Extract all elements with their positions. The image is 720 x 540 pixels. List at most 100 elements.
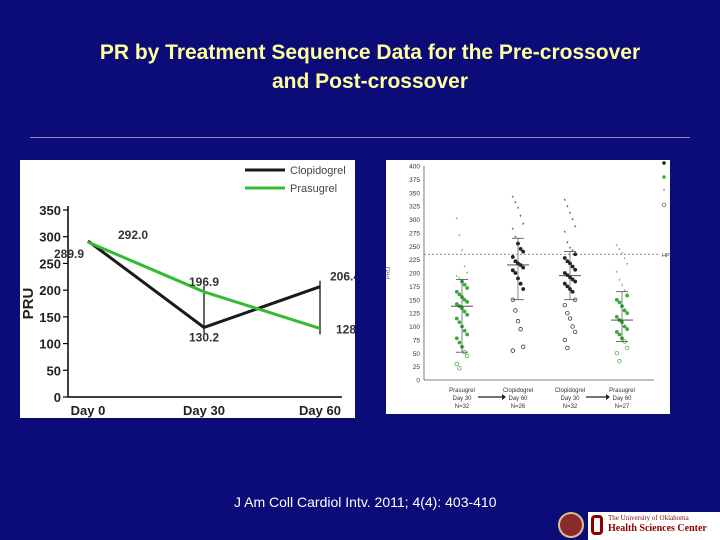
group-label: Clopidogrel [503, 388, 533, 394]
data-point [454, 316, 459, 321]
upper-quartile-point: * [626, 263, 629, 269]
data-point [570, 277, 575, 282]
y-tick-label: 200 [39, 283, 61, 298]
x-tick-label: Day 30 [183, 403, 225, 418]
data-point [465, 286, 470, 290]
threshold-label: HPR threshold [662, 253, 670, 259]
lower-quartile-point [567, 316, 573, 321]
ou-monogram-icon [591, 515, 603, 535]
y-tick-label: 225 [409, 257, 420, 264]
data-point [617, 332, 622, 337]
upper-quartile-point: * [461, 250, 464, 256]
y-tick-label: 0 [54, 390, 61, 405]
upper-quartile-point: * [514, 236, 517, 242]
data-label: 130.2 [189, 330, 219, 344]
group-label: Clopidogrel [555, 388, 585, 394]
y-tick-label: 100 [409, 324, 420, 331]
y-tick-label: 150 [409, 297, 420, 304]
data-point [457, 320, 462, 325]
data-point [573, 252, 578, 257]
scatter-chart-panel: 0 25 50 75 100 125 150 175 200 225 250 275 300 325 350… [386, 160, 712, 414]
y-tick-label: 150 [39, 310, 61, 325]
data-point [614, 329, 619, 334]
upper-quartile-point: * [623, 290, 626, 296]
data-point [462, 328, 467, 333]
upper-quartile-point: * [618, 249, 621, 255]
data-point [518, 281, 523, 286]
data-point [562, 281, 567, 286]
y-tick-label: 125 [409, 311, 420, 318]
y-axis-title: PRU [20, 288, 37, 320]
x-tick-label: Day 60 [299, 403, 341, 418]
upper-quartile-point: * [517, 207, 520, 213]
data-point [614, 297, 619, 302]
citation: J Am Coll Cardiol Intv. 2011; 4(4): 403-… [234, 494, 497, 510]
data-point [573, 267, 578, 272]
y-tick-label: 300 [39, 230, 61, 245]
data-point [465, 332, 470, 337]
data-point [625, 293, 630, 298]
y-tick-label: 0 [416, 378, 420, 385]
arrow-head-icon [502, 394, 506, 400]
university-seal-icon [558, 512, 584, 538]
lower-quartile-point [625, 345, 630, 351]
slide-title: PR by Treatment Sequence Data for the Pr… [30, 38, 710, 96]
data-point [454, 336, 459, 341]
upper-quartile-point: * [522, 223, 525, 229]
group-label: Prasugrel [609, 388, 635, 394]
data-point [462, 297, 467, 302]
y-tick-label: 400 [409, 164, 420, 171]
lower-quartile-point [565, 310, 570, 316]
x-tick-label: Day 0 [71, 403, 106, 418]
y-tick-label: 100 [39, 337, 61, 352]
data-label: 196.9 [189, 275, 219, 289]
lower-quartile-point [518, 327, 523, 332]
line-chart-panel: 0 50 100 150 200 250 300 350 Day 0 Day 30 Day 60 PR… [20, 160, 366, 418]
upper-quartile-point: * [456, 218, 459, 224]
lower-quartile-point [573, 329, 578, 335]
group-n: N=32 [563, 404, 578, 410]
group-label: Day 30 [452, 396, 472, 402]
series-line-clopidogrel [87, 239, 321, 330]
upper-quartile-point: * [621, 252, 624, 258]
title-line-1: PR by Treatment Sequence Data for the Pr… [99, 41, 641, 64]
data-point [562, 256, 567, 260]
group-label: Day 60 [508, 396, 528, 402]
legend-marker [662, 161, 666, 165]
y-tick-label: 200 [409, 271, 420, 278]
data-point [622, 324, 627, 329]
group-n: N=27 [615, 404, 630, 410]
title-line-2: and Post-crossover [271, 70, 469, 93]
upper-quartile-point: * [616, 271, 619, 277]
group-label: Prasugrel [449, 388, 475, 394]
data-point [454, 302, 459, 306]
data-point [454, 289, 459, 294]
legend-marker [662, 175, 666, 179]
scatter-chart: 0 25 50 75 100 125 150 175 200 225 250 275 300 325 350… [386, 161, 712, 410]
upper-quartile-point: * [514, 201, 517, 207]
legend-marker [661, 202, 667, 208]
data-point [457, 292, 462, 297]
data-point [510, 268, 515, 273]
data-point [518, 247, 523, 251]
upper-quartile-point: * [463, 266, 466, 272]
upper-quartile-point: * [519, 215, 522, 221]
title-divider [30, 137, 690, 138]
y-tick-label: 50 [47, 363, 61, 378]
y-tick-label: 250 [39, 256, 61, 271]
data-point [465, 299, 470, 304]
logo-line-1: The University of Oklahoma [608, 514, 689, 522]
upper-quartile-point: * [566, 206, 569, 212]
upper-quartile-point: * [566, 242, 569, 248]
data-point [462, 309, 467, 314]
data-point [565, 259, 570, 264]
data-point [513, 259, 518, 264]
upper-quartile-point: * [466, 272, 469, 278]
lower-quartile-point [510, 348, 515, 353]
data-point [462, 282, 467, 287]
line-chart: 0 50 100 150 200 250 300 350 Day 0 Day 30 Day 60 PR… [20, 165, 366, 418]
y-tick-label: 250 [409, 244, 420, 251]
upper-quartile-point: * [512, 228, 515, 234]
data-point [570, 264, 575, 269]
upper-quartile-point: * [564, 231, 567, 237]
